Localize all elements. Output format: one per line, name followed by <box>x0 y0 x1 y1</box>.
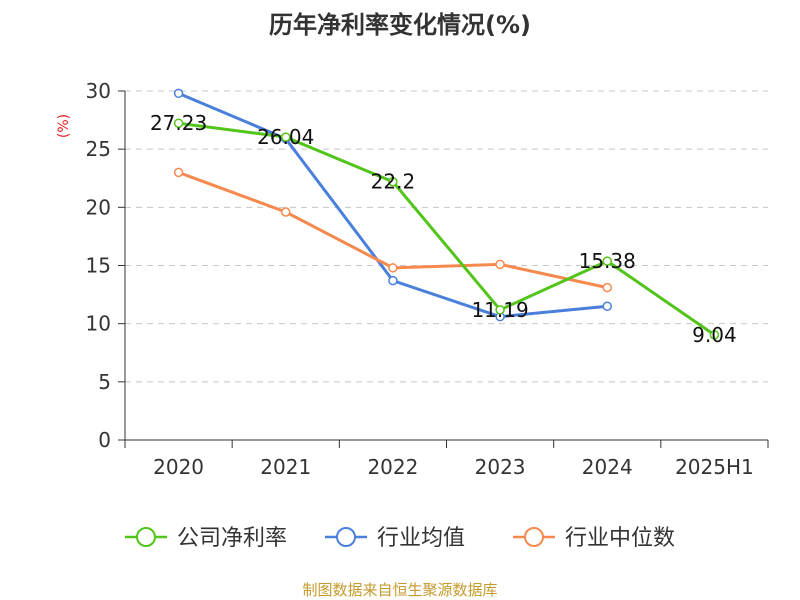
axes: 0 5 10 15 20 25 30 2020 2021 2022 2023 2024 2025H1 <box>86 79 769 479</box>
legend-item-0[interactable]: 公司净利率 <box>125 526 287 551</box>
data-labels: 27.23 26.04 22.2 11.19 15.38 9.04 <box>150 111 737 347</box>
chart-title: 历年净利率变化情况(%) <box>269 11 531 39</box>
x-tick-label: 2024 <box>582 455 633 479</box>
data-point[interactable] <box>602 301 612 311</box>
y-tick-label: 25 <box>86 137 111 161</box>
data-label: 11.19 <box>471 298 528 322</box>
series-line-0 <box>178 121 716 337</box>
series-0 <box>173 118 720 340</box>
series-group <box>173 88 720 340</box>
data-label: 22.2 <box>371 170 416 194</box>
data-point[interactable] <box>281 207 291 217</box>
source-note: 制图数据来自恒生聚源数据库 <box>302 581 497 599</box>
data-label: 9.04 <box>692 323 737 347</box>
y-tick-label: 20 <box>86 195 111 219</box>
data-point[interactable] <box>388 275 398 286</box>
y-tick-label: 10 <box>86 312 111 336</box>
legend-swatch-marker <box>524 527 544 547</box>
data-label: 26.04 <box>257 125 314 149</box>
data-point[interactable] <box>495 305 505 315</box>
x-tick-label: 2023 <box>475 455 526 479</box>
legend-swatch-marker <box>336 527 356 547</box>
data-point[interactable] <box>709 330 720 340</box>
x-tick-label: 2020 <box>153 455 204 479</box>
data-point[interactable] <box>602 282 612 293</box>
legend-item-2[interactable]: 行业中位数 <box>513 526 675 551</box>
x-tick-label: 2021 <box>260 455 311 479</box>
grid-lines <box>125 90 768 383</box>
legend-label: 行业均值 <box>377 526 465 551</box>
series-1 <box>173 88 612 322</box>
data-point[interactable] <box>173 88 184 99</box>
data-label: 27.23 <box>150 111 207 135</box>
y-tick-label: 30 <box>86 79 111 103</box>
y-tick-label: 0 <box>98 428 111 452</box>
legend-item-1[interactable]: 行业均值 <box>325 526 465 551</box>
data-point[interactable] <box>173 167 184 178</box>
data-point[interactable] <box>602 256 612 266</box>
data-point[interactable] <box>388 176 398 187</box>
y-tick-label: 15 <box>86 254 111 278</box>
legend-label: 公司净利率 <box>177 526 287 551</box>
legend[interactable]: 公司净利率 行业均值 行业中位数 <box>125 526 675 551</box>
data-point[interactable] <box>281 132 291 142</box>
legend-swatch-marker <box>136 527 156 547</box>
y-axis-label: (%) <box>56 114 72 138</box>
series-2 <box>173 167 612 293</box>
y-tick-label: 5 <box>98 370 111 394</box>
x-tick-label: 2025H1 <box>675 455 754 479</box>
x-tick-label: 2022 <box>367 455 418 479</box>
legend-label: 行业中位数 <box>565 526 675 551</box>
data-point[interactable] <box>388 263 398 273</box>
data-point[interactable] <box>495 259 505 270</box>
data-point[interactable] <box>173 118 184 128</box>
data-label: 15.38 <box>579 249 636 273</box>
